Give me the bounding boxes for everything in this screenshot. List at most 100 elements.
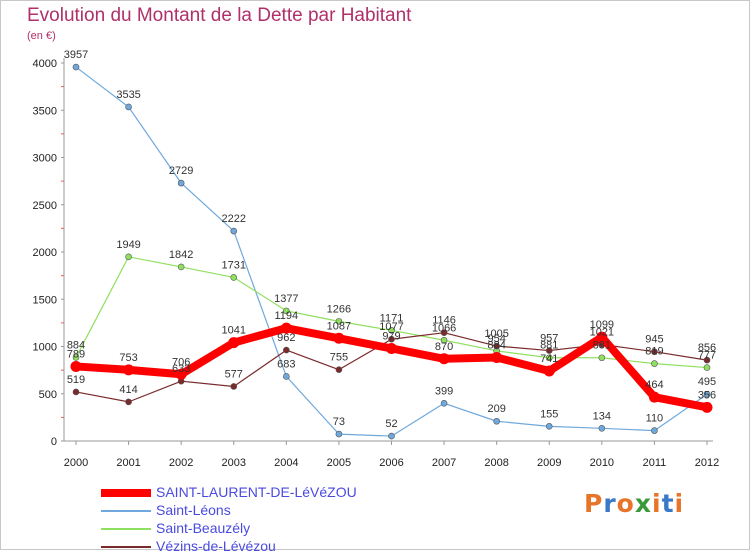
data-label: 399 <box>435 385 453 397</box>
data-point <box>388 327 395 334</box>
data-label: 1949 <box>116 239 140 251</box>
data-label: 577 <box>225 368 243 380</box>
data-label: 1077 <box>379 321 403 333</box>
data-label: 954 <box>487 333 505 345</box>
data-point <box>283 373 290 380</box>
data-point <box>335 430 343 438</box>
data-label: 741 <box>540 353 558 365</box>
data-point <box>175 368 187 380</box>
data-point <box>280 322 292 334</box>
axes: 0 500 1000 1500 2000 2500 3000 3500 4000 2000 2001… <box>33 58 719 469</box>
data-point <box>177 263 185 271</box>
x-tick-label: 2010 <box>590 457 614 469</box>
data-point <box>123 364 135 376</box>
data-label: 1266 <box>327 303 351 315</box>
data-label: 1021 <box>590 327 614 339</box>
chart-subtitle: (en €) <box>27 30 56 42</box>
data-point <box>440 336 448 344</box>
x-tick-label: 2007 <box>432 457 456 469</box>
chart-title: Evolution du Montant de la Dette par Hab… <box>27 5 412 26</box>
logo-letter: P <box>584 489 604 518</box>
data-point <box>125 103 132 111</box>
data-label: 884 <box>67 339 85 351</box>
legend-swatch <box>101 489 151 497</box>
data-point <box>438 353 450 365</box>
y-tick-label: 1500 <box>33 294 57 306</box>
data-label: 789 <box>67 348 85 360</box>
data-point <box>283 346 290 354</box>
legend-label: Saint-Beauzély <box>156 520 251 536</box>
line-chart: 0 500 1000 1500 2000 2500 3000 3500 4000 2000 2001… <box>33 49 720 469</box>
data-point <box>440 329 448 337</box>
data-point <box>283 307 290 315</box>
data-label: 1146 <box>432 315 456 327</box>
data-label: 73 <box>333 416 345 428</box>
x-tick-label: 2002 <box>169 457 193 469</box>
data-label: 945 <box>645 334 663 346</box>
data-point <box>491 351 503 363</box>
y-tick-label: 1000 <box>33 342 57 354</box>
data-label: 819 <box>645 346 663 358</box>
legend-label: SAINT-LAURENT-DE-LéVéZOU <box>156 484 357 500</box>
data-label: 52 <box>385 418 397 430</box>
data-point <box>72 63 80 71</box>
x-tick-label: 2006 <box>379 457 403 469</box>
data-label: 3957 <box>64 49 88 61</box>
data-labels-layer: 789 753 706 1041 1194 1087 979 870 884 741 1099 464… <box>64 49 716 430</box>
data-label: 1194 <box>275 310 299 322</box>
data-label: 1731 <box>222 259 246 271</box>
data-label: 706 <box>172 356 190 368</box>
data-point <box>545 354 553 362</box>
data-label: 881 <box>593 340 611 352</box>
x-tick-label: 2004 <box>274 457 298 469</box>
data-label: 2222 <box>222 213 246 225</box>
data-label: 134 <box>593 410 611 422</box>
data-label: 110 <box>646 413 664 425</box>
data-point <box>386 342 397 354</box>
data-point <box>333 332 345 344</box>
data-point <box>230 227 238 235</box>
data-point <box>596 331 608 343</box>
data-label: 3535 <box>116 89 140 101</box>
y-tick-label: 500 <box>39 389 57 401</box>
data-point <box>703 364 711 371</box>
data-label: 870 <box>435 341 453 353</box>
data-label: 1842 <box>169 249 193 261</box>
series-layer <box>70 63 713 440</box>
x-tick-label: 2001 <box>116 457 140 469</box>
data-label: 519 <box>67 374 85 386</box>
data-label: 1099 <box>590 319 614 331</box>
data-label: 1066 <box>432 322 456 334</box>
x-tick-label: 2003 <box>222 457 246 469</box>
data-point <box>72 388 80 396</box>
data-point <box>388 335 395 343</box>
data-label: 683 <box>277 358 295 370</box>
data-point <box>545 423 553 430</box>
data-label: 1005 <box>484 328 508 340</box>
y-tick-label: 3500 <box>33 105 57 117</box>
legend-swatch <box>101 546 151 548</box>
data-point <box>493 342 500 350</box>
logo-letter: o <box>616 489 635 518</box>
y-tick-label: 4000 <box>33 58 57 70</box>
data-point <box>493 417 500 425</box>
data-point <box>598 354 606 362</box>
data-point <box>703 390 711 398</box>
legend-swatch <box>101 510 151 512</box>
data-point <box>598 425 606 432</box>
data-label: 884 <box>487 339 505 351</box>
data-label: 881 <box>540 340 558 352</box>
legend-swatch <box>101 528 151 530</box>
data-label: 753 <box>119 352 137 364</box>
data-label: 155 <box>540 408 558 420</box>
data-label: 856 <box>698 342 716 354</box>
data-label: 1377 <box>274 293 298 305</box>
x-tick-label: 2012 <box>695 457 719 469</box>
data-point <box>651 348 658 355</box>
data-point <box>177 179 185 187</box>
data-point <box>230 383 238 390</box>
data-label: 957 <box>540 333 558 345</box>
legend-label: Saint-Léons <box>156 502 231 518</box>
data-point <box>388 432 395 440</box>
data-point <box>230 274 238 281</box>
